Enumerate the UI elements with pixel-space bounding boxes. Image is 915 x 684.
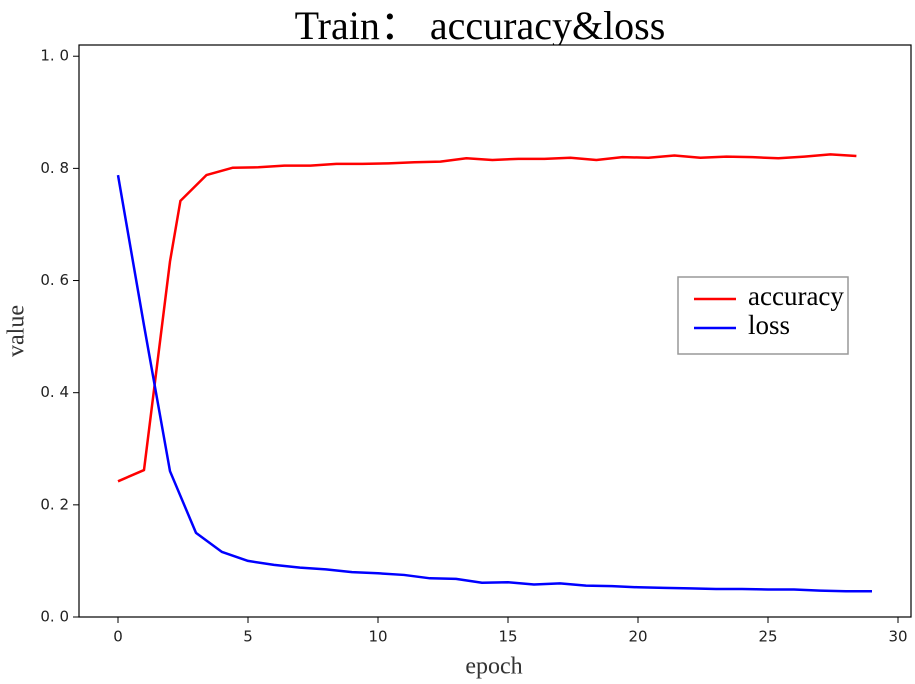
x-tick-label: 20 (628, 628, 647, 646)
y-tick-label: 1. 0 (40, 47, 69, 65)
loss-line (116, 174, 872, 593)
y-tick-label: 0. 8 (40, 159, 69, 177)
x-tick-label: 5 (243, 628, 253, 646)
plot-lines (116, 153, 872, 593)
y-axis: 0. 0 0. 2 0. 4 0. 6 0. 8 1. 0 (40, 47, 79, 626)
y-axis-label: value (4, 305, 30, 357)
y-tick-label: 0. 0 (40, 608, 69, 626)
legend-loss-label: loss (748, 310, 790, 340)
y-tick-label: 0. 6 (40, 271, 69, 289)
x-axis: 0 5 10 15 20 25 30 (113, 617, 908, 646)
x-tick-label: 10 (368, 628, 387, 646)
chart-title: Train： accuracy&loss (295, 3, 666, 48)
x-tick-label: 30 (888, 628, 907, 646)
x-tick-label: 15 (498, 628, 517, 646)
x-tick-label: 25 (758, 628, 777, 646)
y-tick-label: 0. 2 (40, 495, 69, 513)
x-tick-label: 0 (113, 628, 123, 646)
y-tick-label: 0. 4 (40, 383, 69, 401)
legend-box (677, 276, 849, 355)
accuracy-line (117, 153, 857, 483)
legend: accuracy loss (677, 276, 849, 355)
legend-accuracy-label: accuracy (748, 281, 844, 311)
x-axis-label: epoch (465, 654, 522, 680)
